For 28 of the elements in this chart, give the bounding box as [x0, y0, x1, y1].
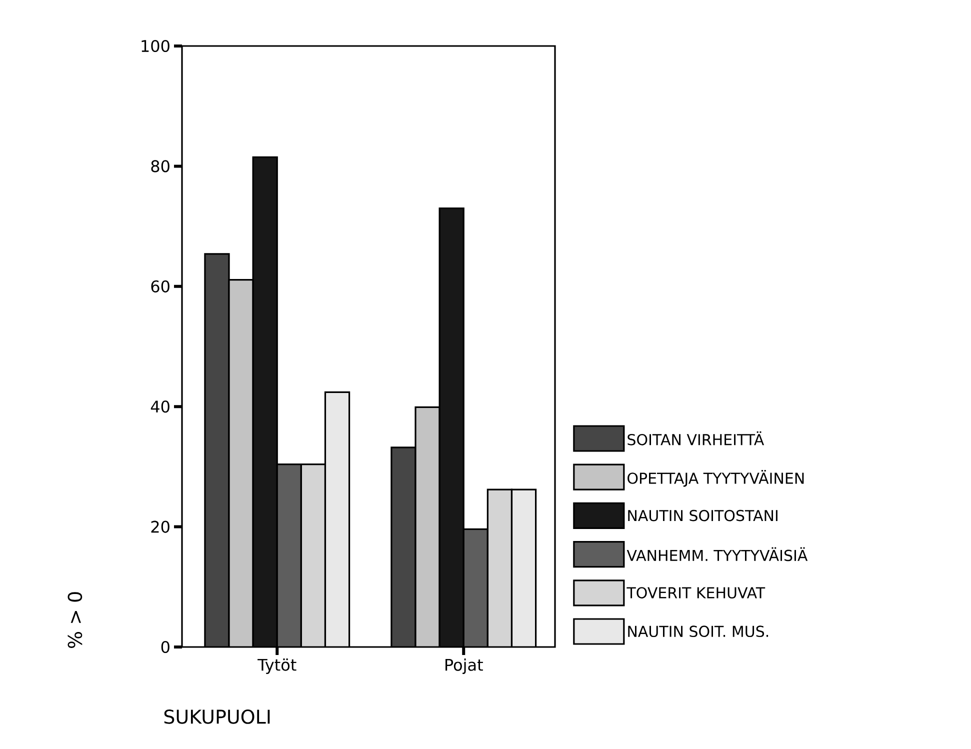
bar	[252, 156, 278, 647]
y-tick-label: 100	[142, 40, 170, 52]
y-tick-label: 40	[150, 400, 170, 413]
bar	[324, 391, 350, 647]
bar	[510, 488, 537, 647]
bar	[486, 488, 513, 647]
x-tick-label: Tytöt	[258, 658, 296, 674]
legend-label: SOITAN VIRHEITTÄ	[628, 431, 764, 446]
bar	[390, 446, 416, 647]
y-axis-title: % > 0	[68, 592, 82, 648]
bar	[228, 278, 254, 647]
bar	[438, 207, 464, 647]
legend-label: TOVERIT KEHUVAT	[626, 587, 766, 598]
legend-label: OPETTAJA TYYTYVÄINEN	[628, 470, 804, 487]
legend-label: NAUTIN SOIT. MUS.	[628, 626, 768, 638]
legend-label: NAUTIN SOITOSTANI	[628, 510, 778, 522]
bar	[300, 463, 326, 647]
bar	[276, 463, 302, 647]
x-axis-title: SUKUPUOLI	[164, 710, 270, 724]
legend-label: VANHEMM. TYYTYVÄISIÄ	[626, 547, 808, 562]
y-tick-label: 80	[151, 160, 170, 172]
x-tick-label: Pojat	[446, 658, 483, 674]
bar	[414, 406, 440, 647]
y-tick-label: 60	[151, 280, 170, 292]
bar	[204, 253, 230, 647]
y-tick-label: 0	[161, 640, 170, 654]
y-tick-label: 20	[151, 520, 170, 533]
bar	[462, 528, 488, 647]
